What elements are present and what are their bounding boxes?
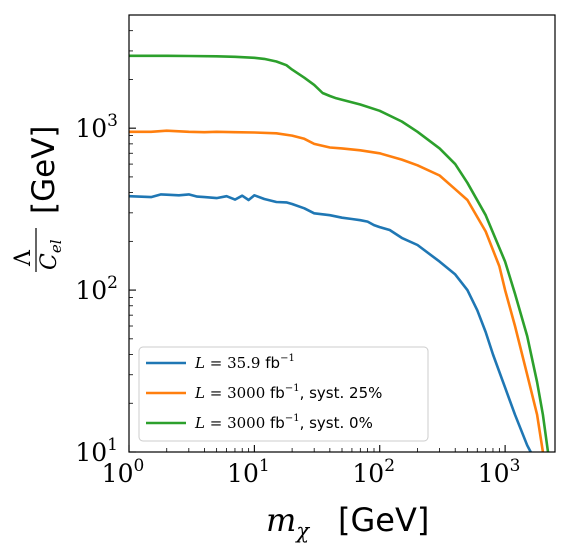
x-axis-subscript: χ bbox=[294, 519, 310, 543]
series-line-2 bbox=[129, 129, 545, 452]
x-tick-label: 101 bbox=[227, 456, 270, 488]
x-tick-label: 103 bbox=[478, 456, 521, 488]
y-tick-label: 103 bbox=[75, 111, 118, 143]
y-axis-denominator-sub: el bbox=[47, 239, 65, 253]
ticks-layer bbox=[128, 14, 544, 453]
x-axis-symbol: m bbox=[266, 501, 296, 539]
series-line-3 bbox=[129, 54, 550, 452]
legend-items: L = 35.9 fb−1 L = 3000 fb−1, syst. 25% L =… bbox=[146, 353, 382, 432]
legend-label-1: L = 35.9 fb−1 bbox=[194, 353, 295, 372]
y-axis-denominator: C bbox=[37, 253, 62, 270]
y-axis-label: Λ Cel [GeV] bbox=[11, 126, 65, 272]
legend-label-2: L = 3000 fb−1, syst. 25% bbox=[194, 383, 382, 402]
svg-text:Cel: Cel bbox=[37, 239, 65, 270]
axes-frame bbox=[128, 14, 556, 453]
series-layer bbox=[129, 54, 550, 452]
legend-label-3: L = 3000 fb−1, syst. 0% bbox=[194, 413, 373, 432]
legend: L = 35.9 fb−1 L = 3000 fb−1, syst. 25% L =… bbox=[138, 346, 429, 442]
x-tick-label: 102 bbox=[352, 456, 395, 488]
x-axis-unit: [GeV] bbox=[338, 501, 429, 539]
x-tick-label: 100 bbox=[102, 456, 145, 488]
y-tick-label: 101 bbox=[75, 435, 118, 467]
series-line-1 bbox=[129, 193, 532, 452]
y-tick-label: 102 bbox=[75, 273, 118, 305]
x-axis-label: mχ [GeV] bbox=[266, 501, 429, 543]
y-axis-numerator: Λ bbox=[11, 249, 36, 267]
y-axis-unit: [GeV] bbox=[26, 126, 62, 215]
svg-text:mχ: mχ bbox=[266, 501, 310, 543]
